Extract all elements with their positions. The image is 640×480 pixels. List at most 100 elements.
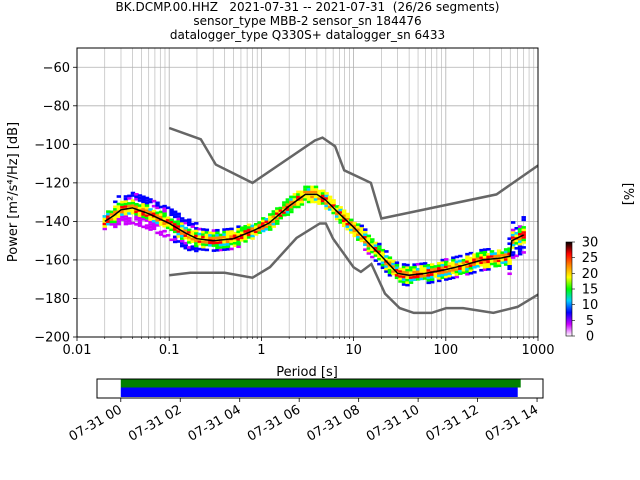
pdf-cell bbox=[398, 277, 403, 281]
pdf-cell bbox=[225, 240, 231, 244]
pdf-cell bbox=[405, 266, 410, 269]
pdf-cell bbox=[320, 192, 326, 195]
pdf-cell bbox=[503, 258, 509, 261]
pdf-cell bbox=[458, 272, 463, 275]
pdf-cell bbox=[250, 232, 255, 235]
pdf-cell bbox=[187, 218, 192, 222]
pdf-cell bbox=[341, 224, 347, 228]
pdf-cell bbox=[194, 227, 199, 230]
pdf-cell bbox=[162, 224, 167, 228]
pdf-cell bbox=[377, 245, 382, 248]
pdf-cell bbox=[162, 217, 167, 220]
pdf-cell bbox=[394, 261, 400, 265]
pdf-cell bbox=[422, 277, 428, 280]
pdf-cell bbox=[211, 241, 217, 245]
pdf-cell bbox=[366, 237, 372, 240]
pdf-cell bbox=[275, 209, 280, 213]
pdf-cell bbox=[215, 236, 220, 240]
pdf-cell bbox=[180, 234, 185, 238]
pdf-cell bbox=[415, 277, 421, 281]
pdf-cell bbox=[232, 241, 238, 245]
pdf-cell bbox=[419, 265, 424, 268]
pdf-cell bbox=[303, 185, 308, 189]
pdf-cell bbox=[366, 247, 372, 250]
colorbar-tick-label: 15 bbox=[582, 283, 599, 298]
pdf-cell bbox=[327, 208, 333, 211]
pdf-cell bbox=[116, 217, 122, 221]
pdf-cell bbox=[486, 263, 491, 266]
pdf-cell bbox=[141, 225, 146, 229]
pdf-cell bbox=[151, 224, 157, 228]
pdf-cell bbox=[225, 232, 231, 236]
pdf-cell bbox=[194, 247, 199, 250]
pdf-cell bbox=[327, 198, 333, 201]
pdf-cell bbox=[176, 220, 181, 223]
pdf-cell bbox=[176, 225, 181, 228]
pdf-cell bbox=[479, 253, 484, 257]
pdf-cell bbox=[289, 200, 294, 204]
pdf-cell bbox=[211, 229, 217, 232]
pdf-cell bbox=[130, 221, 136, 225]
pdf-cell bbox=[514, 231, 519, 235]
pdf-cell bbox=[310, 185, 315, 189]
pdf-cell bbox=[458, 267, 463, 270]
pdf-cell bbox=[341, 209, 347, 213]
pdf-cell bbox=[387, 266, 393, 270]
pdf-cell bbox=[507, 242, 512, 245]
pdf-cell bbox=[405, 276, 410, 279]
pdf-cell bbox=[127, 194, 132, 198]
pdf-cell bbox=[517, 245, 523, 248]
pdf-cell bbox=[415, 262, 421, 266]
pdf-cell bbox=[366, 239, 372, 243]
pdf-cell bbox=[144, 196, 150, 200]
pdf-cell bbox=[408, 271, 414, 274]
pdf-cell bbox=[468, 264, 474, 268]
pdf-cell bbox=[148, 215, 153, 219]
pdf-cell bbox=[162, 207, 167, 210]
pdf-cell bbox=[296, 203, 301, 206]
time-tick-label: 07-31 10 bbox=[364, 402, 422, 444]
pdf-cell bbox=[180, 239, 185, 243]
pdf-cell bbox=[239, 236, 245, 240]
pdf-cell bbox=[510, 256, 516, 259]
pdf-cell bbox=[296, 195, 301, 199]
pdf-cell bbox=[444, 270, 449, 274]
pdf-cell bbox=[345, 222, 350, 226]
pdf-cell bbox=[229, 230, 234, 233]
pdf-cell bbox=[447, 269, 452, 273]
pdf-cell bbox=[116, 195, 122, 198]
pdf-cell bbox=[134, 213, 139, 216]
pdf-cell bbox=[370, 255, 375, 259]
pdf-cell bbox=[102, 225, 107, 228]
pdf-cell bbox=[130, 211, 136, 215]
chart-title-line-3: datalogger_type Q330S+ datalogger_sn 643… bbox=[169, 28, 446, 42]
pdf-cell bbox=[151, 212, 157, 215]
pdf-cell bbox=[387, 271, 393, 275]
pdf-cell bbox=[180, 227, 185, 230]
pdf-cell bbox=[373, 251, 379, 255]
pdf-cell bbox=[496, 249, 502, 253]
pdf-cell bbox=[144, 226, 150, 230]
pdf-cell bbox=[222, 240, 227, 244]
pdf-cell bbox=[517, 227, 523, 231]
pdf-cell bbox=[468, 256, 474, 260]
pdf-cell bbox=[401, 283, 407, 286]
pdf-cell bbox=[356, 223, 361, 226]
pdf-cell bbox=[151, 227, 157, 231]
pdf-cell bbox=[113, 223, 118, 226]
pdf-cell bbox=[250, 237, 255, 240]
pdf-cell bbox=[472, 263, 477, 267]
pdf-cell bbox=[303, 190, 308, 194]
pdf-cell bbox=[394, 268, 400, 272]
pdf-cell bbox=[289, 205, 294, 209]
pdf-cell bbox=[500, 251, 505, 255]
pdf-cell bbox=[102, 220, 107, 223]
pdf-cell bbox=[106, 220, 111, 223]
pdf-cell bbox=[260, 222, 266, 225]
pdf-cell bbox=[359, 224, 364, 228]
pdf-cell bbox=[412, 265, 417, 269]
pdf-cell bbox=[148, 208, 153, 211]
pdf-cell bbox=[405, 281, 410, 284]
pdf-cell bbox=[408, 266, 414, 269]
pdf-cell bbox=[232, 244, 238, 247]
